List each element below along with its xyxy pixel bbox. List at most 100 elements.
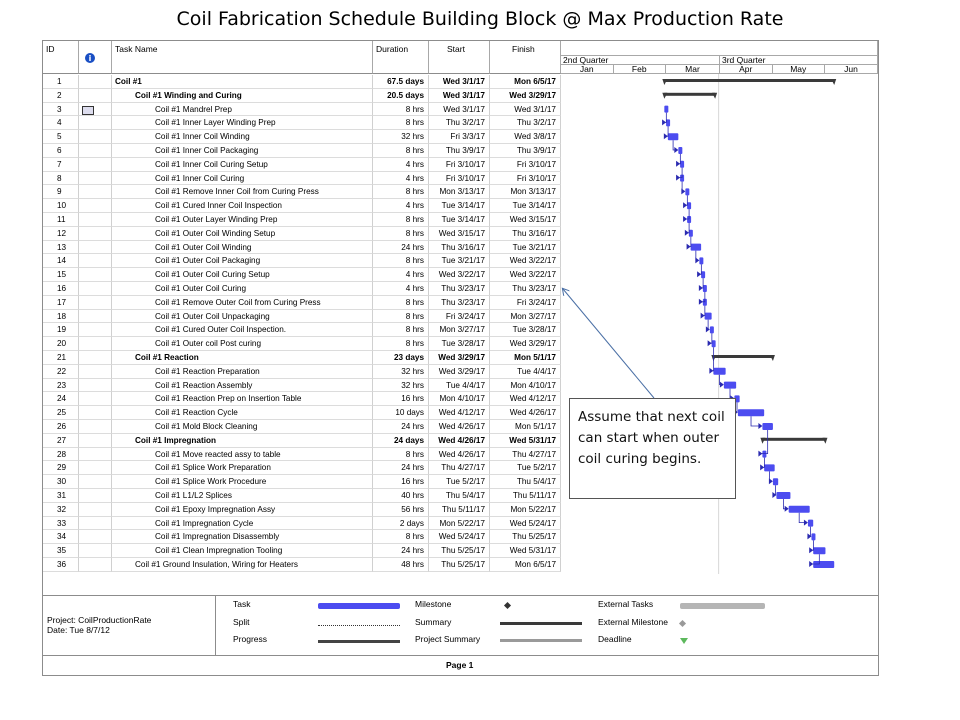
task-row[interactable]: 9 Coil #1 Remove Inner Coil from Curing P… — [43, 185, 563, 200]
task-row[interactable]: 13 Coil #1 Outer Coil Winding 24 hrs Thu 3/… — [43, 240, 563, 255]
task-bar[interactable] — [713, 367, 726, 375]
task-bar[interactable] — [702, 298, 707, 306]
task-bar[interactable] — [701, 271, 706, 279]
legend-label: External Tasks — [598, 599, 654, 609]
task-bar[interactable] — [762, 423, 773, 430]
task-row[interactable]: 6 Coil #1 Inner Coil Packaging 8 hrs Thu 3/… — [43, 144, 563, 158]
header-start[interactable]: Start — [429, 41, 490, 74]
task-bar[interactable] — [764, 464, 775, 472]
task-bar[interactable] — [709, 326, 714, 334]
summary-bar[interactable] — [713, 355, 773, 358]
task-row[interactable]: 15 Coil #1 Outer Coil Curing Setup 4 hrs We… — [43, 268, 563, 282]
task-name: Coil #1 Outer coil Post curing — [112, 337, 373, 351]
task-bar[interactable] — [711, 340, 716, 348]
task-bar[interactable] — [702, 285, 707, 292]
task-start: Wed 3/15/17 — [429, 226, 490, 241]
summary-bar[interactable] — [664, 79, 835, 82]
task-id: 28 — [43, 447, 79, 462]
task-row[interactable]: 33 Coil #1 Impregnation Cycle 2 days Mon 5/… — [43, 516, 563, 531]
task-row[interactable]: 5 Coil #1 Inner Coil Winding 32 hrs Fri 3/3… — [43, 130, 563, 144]
task-bar[interactable] — [776, 492, 791, 499]
task-row[interactable]: 26 Coil #1 Mold Block Cleaning 24 hrs Wed 4… — [43, 420, 563, 434]
task-row[interactable]: 16 Coil #1 Outer Coil Curing 4 hrs Thu 3/23… — [43, 282, 563, 296]
notes-icon[interactable] — [82, 105, 94, 115]
task-row[interactable]: 27 Coil #1 Impregnation 24 days Wed 4/26/17… — [43, 433, 563, 448]
task-row[interactable]: 18 Coil #1 Outer Coil Unpackaging 8 hrs Fri… — [43, 309, 563, 324]
task-bar[interactable] — [666, 119, 671, 127]
header-finish[interactable]: Finish — [490, 41, 561, 74]
task-bar[interactable] — [813, 547, 826, 555]
task-bar[interactable] — [811, 533, 816, 541]
task-row[interactable]: 20 Coil #1 Outer coil Post curing 8 hrs Tue… — [43, 337, 563, 351]
task-bar[interactable] — [737, 409, 765, 417]
task-finish: Tue 3/28/17 — [490, 323, 561, 338]
summary-bar[interactable] — [664, 92, 716, 96]
task-bar[interactable] — [687, 202, 692, 210]
task-row[interactable]: 31 Coil #1 L1/L2 Splices 40 hrs Thu 5/4/17 T… — [43, 489, 563, 503]
task-duration: 4 hrs — [373, 171, 429, 186]
dependency-arrow — [809, 547, 814, 554]
task-name: Coil #1 Winding and Curing — [112, 88, 373, 103]
task-name: Coil #1 Outer Coil Winding Setup — [112, 226, 373, 241]
dependency-arrow — [758, 423, 763, 429]
task-bar[interactable] — [680, 174, 685, 182]
task-bar[interactable] — [704, 312, 712, 320]
task-indicator — [79, 199, 112, 213]
header-id[interactable]: ID — [43, 41, 79, 74]
task-duration: 16 hrs — [373, 475, 429, 489]
task-row[interactable]: 32 Coil #1 Epoxy Impregnation Assy 56 hrs T… — [43, 502, 563, 517]
task-row[interactable]: 29 Coil #1 Splice Work Preparation 24 hrs T… — [43, 461, 563, 476]
task-bar[interactable] — [678, 147, 683, 154]
task-row[interactable]: 23 Coil #1 Reaction Assembly 32 hrs Tue 4/4… — [43, 378, 563, 393]
task-finish: Mon 3/27/17 — [490, 309, 561, 324]
task-start: Tue 5/2/17 — [429, 475, 490, 489]
task-bar[interactable] — [667, 133, 679, 141]
task-indicator — [79, 544, 112, 558]
task-row[interactable]: 14 Coil #1 Outer Coil Packaging 8 hrs Tue 3… — [43, 254, 563, 269]
task-finish: Thu 5/11/17 — [490, 489, 561, 503]
task-bar[interactable] — [723, 381, 737, 389]
task-row[interactable]: 2 Coil #1 Winding and Curing 20.5 days Wed … — [43, 88, 563, 103]
task-indicator — [79, 323, 112, 338]
task-bar[interactable] — [685, 188, 690, 196]
task-bar[interactable] — [664, 105, 669, 113]
task-bar[interactable] — [762, 450, 767, 458]
header-indicators[interactable]: i — [79, 41, 112, 74]
task-bar[interactable] — [788, 505, 810, 513]
task-row[interactable]: 7 Coil #1 Inner Coil Curing Setup 4 hrs Fri… — [43, 157, 563, 172]
task-row[interactable]: 17 Coil #1 Remove Outer Coil from Curing … — [43, 295, 563, 310]
task-row[interactable]: 8 Coil #1 Inner Coil Curing 4 hrs Fri 3/10/… — [43, 171, 563, 186]
task-row[interactable]: 21 Coil #1 Reaction 23 days Wed 3/29/17 Mon … — [43, 351, 563, 365]
task-row[interactable]: 25 Coil #1 Reaction Cycle 10 days Wed 4/12/… — [43, 406, 563, 420]
task-bar[interactable] — [680, 160, 685, 168]
task-row[interactable]: 28 Coil #1 Move reacted assy to table 8 hr… — [43, 447, 563, 462]
task-row[interactable]: 24 Coil #1 Reaction Prep on Insertion Tab… — [43, 392, 563, 407]
task-bar[interactable] — [772, 478, 779, 486]
task-row[interactable]: 12 Coil #1 Outer Coil Winding Setup 8 hrs W… — [43, 226, 563, 241]
task-row[interactable]: 35 Coil #1 Clean Impregnation Tooling 24 h… — [43, 544, 563, 558]
task-row[interactable]: 19 Coil #1 Cured Outer Coil Inspection. 8 … — [43, 323, 563, 338]
task-row[interactable]: 22 Coil #1 Reaction Preparation 32 hrs Wed … — [43, 364, 563, 379]
task-row[interactable]: 11 Coil #1 Outer Layer Winding Prep 8 hrs T… — [43, 213, 563, 227]
task-row[interactable]: 34 Coil #1 Impregnation Disassembly 8 hrs W… — [43, 530, 563, 545]
task-row[interactable]: 4 Coil #1 Inner Layer Winding Prep 8 hrs Th… — [43, 116, 563, 131]
task-bar[interactable] — [688, 229, 693, 237]
task-name: Coil #1 Epoxy Impregnation Assy — [112, 502, 373, 517]
task-row[interactable]: 10 Coil #1 Cured Inner Coil Inspection 4 h… — [43, 199, 563, 213]
task-row[interactable]: 3 Coil #1 Mandrel Prep 8 hrs Wed 3/1/17 Wed … — [43, 102, 563, 117]
task-bar[interactable] — [813, 561, 835, 568]
header-duration[interactable]: Duration — [373, 41, 429, 74]
task-name: Coil #1 Inner Layer Winding Prep — [112, 116, 373, 131]
header-task-name[interactable]: Task Name — [112, 41, 373, 74]
task-row[interactable]: 1 Coil #1 67.5 days Wed 3/1/17 Mon 6/5/17 — [43, 75, 563, 89]
task-indicator — [79, 502, 112, 517]
task-bar[interactable] — [807, 519, 814, 527]
dependency-arrow — [809, 561, 814, 567]
task-bar[interactable] — [690, 243, 702, 251]
task-bar[interactable] — [699, 257, 704, 265]
task-bar[interactable] — [687, 216, 692, 223]
task-id: 6 — [43, 144, 79, 158]
task-row[interactable]: 30 Coil #1 Splice Work Procedure 16 hrs Tue… — [43, 475, 563, 489]
summary-bar[interactable] — [762, 437, 826, 441]
task-row[interactable]: 36 Coil #1 Ground Insulation, Wiring for … — [43, 558, 563, 572]
